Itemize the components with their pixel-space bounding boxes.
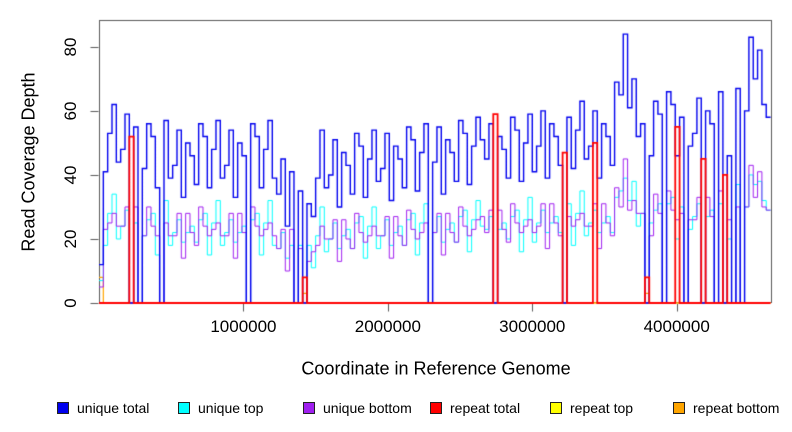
legend-item: unique total — [57, 400, 149, 416]
legend-item-label: repeat total — [450, 400, 521, 416]
y-tick-label: 20 — [61, 229, 80, 249]
y-tick-label: 0 — [61, 298, 80, 308]
y-tick-label: 40 — [61, 165, 80, 185]
x-tick-label: 4000000 — [643, 317, 710, 336]
legend-swatch-icon — [673, 402, 685, 414]
legend: unique total unique top unique bottom repea… — [0, 400, 792, 420]
y-tick-label: 60 — [61, 101, 80, 121]
legend-swatch-icon — [178, 402, 190, 414]
legend-item: repeat total — [430, 400, 520, 416]
y-axis-label: Read Coverage Depth — [18, 72, 39, 252]
legend-item-label: repeat top — [570, 400, 634, 416]
x-axis-label: Coordinate in Reference Genome — [301, 358, 571, 379]
legend-item: repeat bottom — [673, 400, 779, 416]
x-tick-label: 2000000 — [354, 317, 421, 336]
legend-item: unique top — [178, 400, 263, 416]
legend-item: repeat top — [550, 400, 633, 416]
legend-swatch-icon — [550, 402, 562, 414]
legend-item: unique bottom — [303, 400, 412, 416]
legend-swatch-icon — [430, 402, 442, 414]
legend-swatch-icon — [57, 402, 69, 414]
x-tick-label: 1000000 — [210, 317, 277, 336]
y-tick-label: 80 — [61, 37, 80, 57]
legend-item-label: unique top — [198, 400, 264, 416]
legend-swatch-icon — [303, 402, 315, 414]
x-tick-label: 3000000 — [499, 317, 566, 336]
legend-item-label: unique total — [77, 400, 150, 416]
legend-item-label: repeat bottom — [693, 400, 780, 416]
legend-item-label: unique bottom — [323, 400, 412, 416]
